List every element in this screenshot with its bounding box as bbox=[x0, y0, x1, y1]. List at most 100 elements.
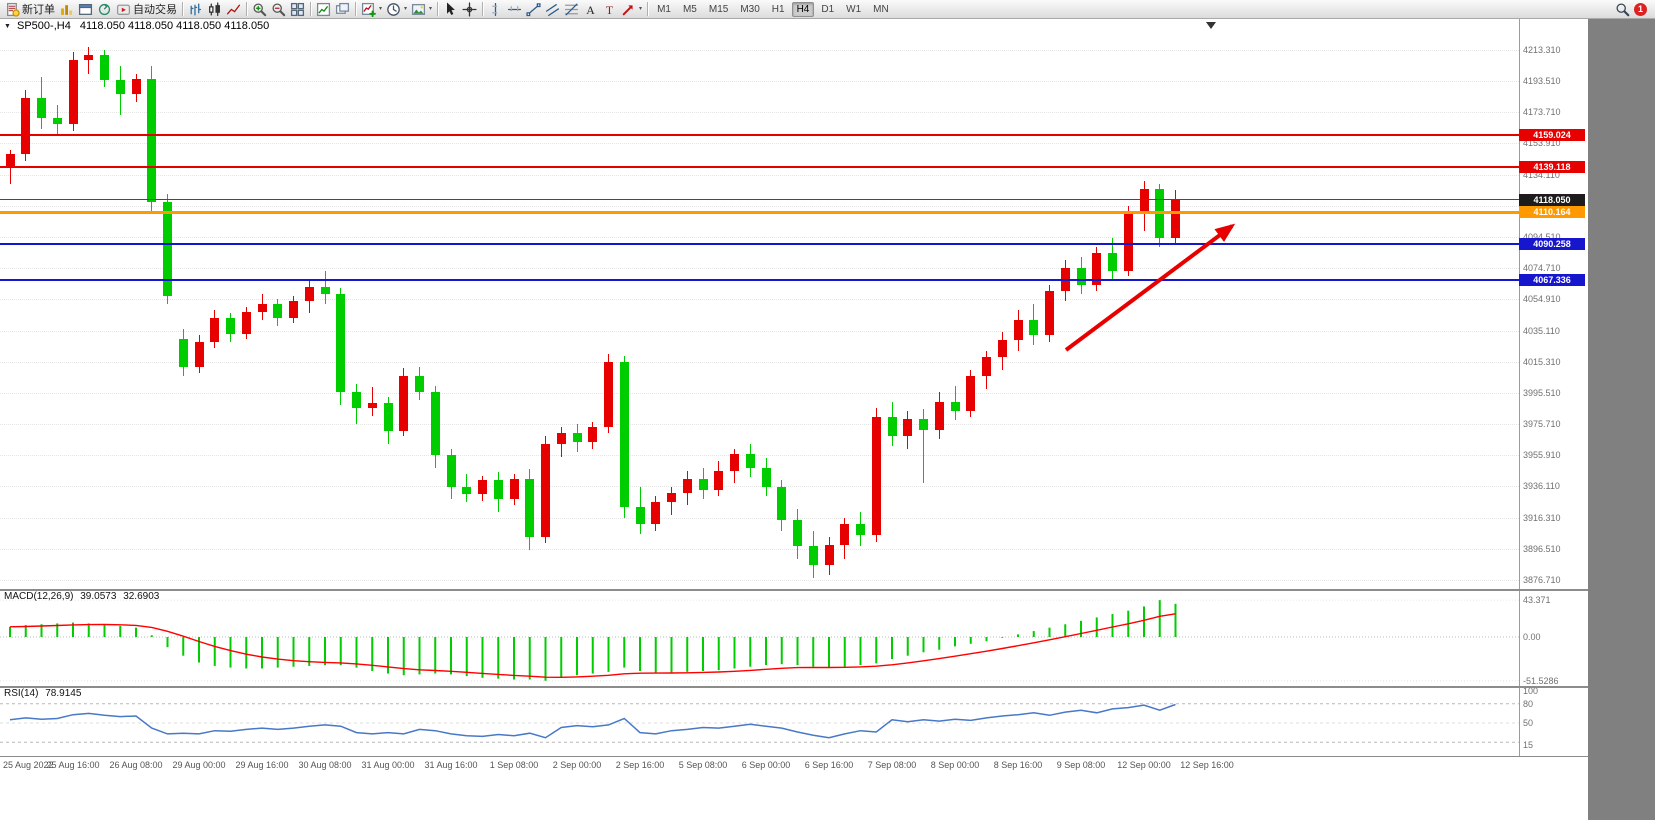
rsi-tick-label: 80 bbox=[1523, 698, 1534, 709]
candle bbox=[1029, 319, 1039, 336]
candle bbox=[100, 55, 109, 81]
price-tick-label: 3936.110 bbox=[1523, 481, 1560, 492]
rsi-label: RSI(14) 78.9145 bbox=[4, 688, 82, 699]
macd-tick-label: 0.00 bbox=[1523, 632, 1541, 642]
price-tick-label: 4153.910 bbox=[1523, 138, 1561, 149]
time-axis-label: 12 Sep 16:00 bbox=[1180, 760, 1234, 770]
equidistant-channel-button[interactable] bbox=[543, 1, 562, 18]
vertical-line-button[interactable] bbox=[486, 1, 505, 18]
arrows-button[interactable]: ▾ bbox=[619, 1, 644, 18]
timeframe-m15-button[interactable]: M15 bbox=[708, 3, 729, 15]
new-chart-button[interactable] bbox=[314, 1, 333, 18]
candle bbox=[383, 403, 393, 432]
line-chart-button[interactable] bbox=[224, 1, 243, 18]
timeframe-h1-button[interactable]: H1 bbox=[771, 3, 785, 15]
trendline-button[interactable] bbox=[524, 1, 543, 18]
zoom-in-button[interactable] bbox=[250, 1, 269, 18]
candle bbox=[399, 376, 409, 432]
candle bbox=[1171, 199, 1180, 238]
horizontal-line-button[interactable] bbox=[505, 1, 524, 18]
gridline bbox=[0, 49, 1519, 51]
candle bbox=[415, 376, 424, 393]
chart-shift-marker[interactable] bbox=[1206, 22, 1216, 29]
price-tick-label: 3975.710 bbox=[1523, 419, 1561, 430]
candle bbox=[1045, 291, 1054, 336]
candle bbox=[919, 418, 928, 430]
hline-4159.024[interactable] bbox=[0, 134, 1519, 137]
price-badge-4159.024: 4159.024 bbox=[1519, 129, 1585, 142]
timeframe-mn-button[interactable]: MN bbox=[873, 3, 889, 15]
time-axis-label: 30 Aug 08:00 bbox=[298, 760, 352, 770]
candle bbox=[52, 118, 62, 125]
candle bbox=[1108, 253, 1117, 271]
navigator-button[interactable] bbox=[95, 1, 114, 18]
svg-text:A: A bbox=[586, 3, 595, 16]
chevron-down-icon[interactable]: ▾ bbox=[404, 6, 408, 12]
tile-windows-button[interactable] bbox=[288, 1, 307, 18]
macd-panel-splitter[interactable] bbox=[0, 589, 1588, 591]
text-button[interactable]: A bbox=[581, 1, 600, 18]
crosshair-button[interactable] bbox=[460, 1, 479, 18]
candle bbox=[793, 519, 802, 547]
candle bbox=[698, 478, 708, 490]
hline-4067.336[interactable] bbox=[0, 278, 1519, 281]
gridline bbox=[0, 392, 1519, 394]
candle bbox=[21, 97, 31, 155]
market-watch-button[interactable] bbox=[57, 1, 76, 18]
macd-tick-label: 43.371 bbox=[1523, 595, 1551, 606]
chevron-down-icon[interactable]: ▾ bbox=[379, 6, 383, 12]
hline-4139.118[interactable] bbox=[0, 165, 1519, 168]
fibonacci-retracement-button[interactable] bbox=[562, 1, 581, 18]
cursor-button[interactable] bbox=[441, 1, 460, 18]
templates-button[interactable]: ▾ bbox=[409, 1, 434, 18]
rsi-panel-splitter[interactable] bbox=[0, 686, 1588, 688]
data-window-button[interactable] bbox=[76, 1, 95, 18]
periods-button[interactable]: ▾ bbox=[384, 1, 409, 18]
candle bbox=[336, 294, 346, 393]
candle bbox=[84, 55, 94, 60]
chevron-down-icon[interactable]: ▾ bbox=[639, 6, 643, 12]
candle bbox=[257, 303, 267, 312]
toolbar-separator bbox=[310, 2, 311, 16]
time-axis-label: 29 Aug 16:00 bbox=[235, 760, 289, 770]
hline-4118.050[interactable] bbox=[0, 199, 1519, 201]
hline-4090.258[interactable] bbox=[0, 242, 1519, 245]
auto-trading-button[interactable]: 自动交易 bbox=[114, 1, 179, 18]
macd-tick-label: -51.5286 bbox=[1523, 675, 1559, 686]
chevron-down-icon[interactable]: ▾ bbox=[429, 6, 433, 12]
toolbar-separator bbox=[647, 2, 649, 16]
candle bbox=[273, 303, 283, 319]
text-label-button[interactable]: T bbox=[600, 1, 619, 18]
timeframe-m1-button[interactable]: M1 bbox=[657, 3, 671, 15]
notification-badge[interactable]: 1 bbox=[1634, 2, 1647, 16]
price-badge-4110.164: 4110.164 bbox=[1519, 206, 1585, 219]
indicators-button[interactable]: ▾ bbox=[359, 1, 384, 18]
main-toolbar: 新订单 自动交易 ▾ ▾ ▾ A T ▾ M1 M5 M15 M30 H1 H4 D1 W1 MN 1 bbox=[0, 0, 1655, 19]
timeframe-w1-button[interactable]: W1 bbox=[846, 3, 862, 15]
search-button[interactable] bbox=[1613, 1, 1632, 18]
profiles-button[interactable] bbox=[333, 1, 352, 18]
zoom-out-button[interactable] bbox=[269, 1, 288, 18]
new-order-button[interactable]: 新订单 bbox=[3, 1, 57, 18]
hline-4110.164[interactable] bbox=[0, 210, 1519, 214]
timeframe-m30-button[interactable]: M30 bbox=[740, 3, 760, 15]
time-axis-label: 5 Sep 08:00 bbox=[678, 760, 728, 770]
axis-border bbox=[1519, 19, 1520, 757]
timeframe-h4-button[interactable]: H4 bbox=[791, 1, 815, 17]
price-tick-label: 4094.510 bbox=[1523, 232, 1585, 242]
one-click-trading-toggle-icon[interactable]: ▼ bbox=[4, 23, 11, 30]
candle bbox=[478, 480, 487, 495]
candle bbox=[178, 338, 188, 367]
auto-trading-button-label: 自动交易 bbox=[133, 4, 177, 16]
candle bbox=[1076, 267, 1086, 285]
bar-chart-button[interactable] bbox=[186, 1, 205, 18]
candle bbox=[903, 418, 913, 437]
candlestick-chart-button[interactable] bbox=[205, 1, 224, 18]
indicator-and-annotation-overlay bbox=[0, 223, 1519, 743]
chart-window-sp500: ▼ SP500-,H4 4118.050 4118.050 4118.050 4… bbox=[0, 19, 1588, 820]
timeframe-m5-button[interactable]: M5 bbox=[682, 3, 697, 15]
candle bbox=[163, 201, 172, 297]
gridline bbox=[0, 330, 1519, 332]
timeframe-d1-button[interactable]: D1 bbox=[821, 3, 835, 15]
time-axis-label: 2 Sep 00:00 bbox=[552, 760, 602, 770]
